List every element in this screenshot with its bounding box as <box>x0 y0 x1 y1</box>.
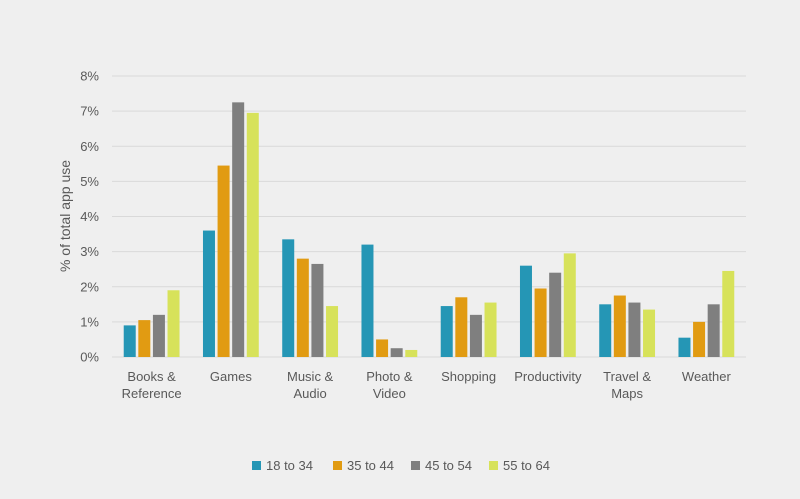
bar <box>519 265 532 357</box>
bar <box>152 314 165 357</box>
legend-swatch <box>333 461 342 470</box>
bar <box>693 321 706 357</box>
legend-label: 45 to 54 <box>425 458 472 473</box>
bar <box>326 306 339 357</box>
category-label: Audio <box>294 386 327 401</box>
y-tick-label: 2% <box>80 279 99 294</box>
bars <box>123 102 735 357</box>
bar <box>455 297 468 357</box>
bar <box>138 320 151 357</box>
legend-label: 18 to 34 <box>266 458 313 473</box>
y-axis-ticks: 0% 1% 2% 3% 4% 5% 6% 7% 8% <box>80 69 99 365</box>
bar <box>484 302 497 357</box>
bar <box>167 290 180 357</box>
bar <box>405 349 418 357</box>
bar <box>628 302 641 357</box>
bar <box>390 348 403 357</box>
category-label: Books & <box>127 369 176 384</box>
bar <box>232 102 245 357</box>
bar <box>613 295 626 357</box>
y-tick-label: 3% <box>80 244 99 259</box>
bar <box>123 325 136 357</box>
category-label: Productivity <box>514 369 582 384</box>
y-tick-label: 7% <box>80 104 99 119</box>
legend: 18 to 34 35 to 44 45 to 54 55 to 64 <box>252 458 550 473</box>
legend-label: 35 to 44 <box>347 458 394 473</box>
y-tick-label: 6% <box>80 139 99 154</box>
bar <box>440 306 453 357</box>
bar <box>217 165 230 357</box>
category-label: Shopping <box>441 369 496 384</box>
bar <box>376 339 389 357</box>
category-label: Music & <box>287 369 334 384</box>
category-label: Maps <box>611 386 643 401</box>
y-tick-label: 0% <box>80 350 99 365</box>
y-axis-title: % of total app use <box>57 160 73 272</box>
legend-swatch <box>252 461 261 470</box>
bar <box>599 304 612 357</box>
legend-swatch <box>489 461 498 470</box>
x-axis-categories: Books & Reference Games Music & Audio Photo &… <box>122 369 732 401</box>
bar <box>282 239 295 357</box>
category-label: Weather <box>682 369 732 384</box>
category-label: Games <box>210 369 252 384</box>
category-label: Travel & <box>603 369 651 384</box>
category-label: Photo & <box>366 369 413 384</box>
y-tick-label: 8% <box>80 69 99 84</box>
bar <box>643 309 656 357</box>
bar <box>246 112 259 357</box>
bar <box>707 304 720 357</box>
category-label: Reference <box>122 386 182 401</box>
legend-label: 55 to 64 <box>503 458 550 473</box>
y-tick-label: 5% <box>80 174 99 189</box>
bar <box>563 253 576 357</box>
bar <box>549 272 562 357</box>
bar <box>722 270 735 357</box>
bar <box>534 288 547 357</box>
bar <box>678 337 691 357</box>
y-tick-label: 4% <box>80 209 99 224</box>
y-tick-label: 1% <box>80 314 99 329</box>
bar <box>469 314 482 357</box>
bar <box>296 258 309 357</box>
bar <box>361 244 374 357</box>
bar <box>311 263 324 357</box>
bar <box>202 230 215 357</box>
category-label: Video <box>373 386 406 401</box>
legend-swatch <box>411 461 420 470</box>
